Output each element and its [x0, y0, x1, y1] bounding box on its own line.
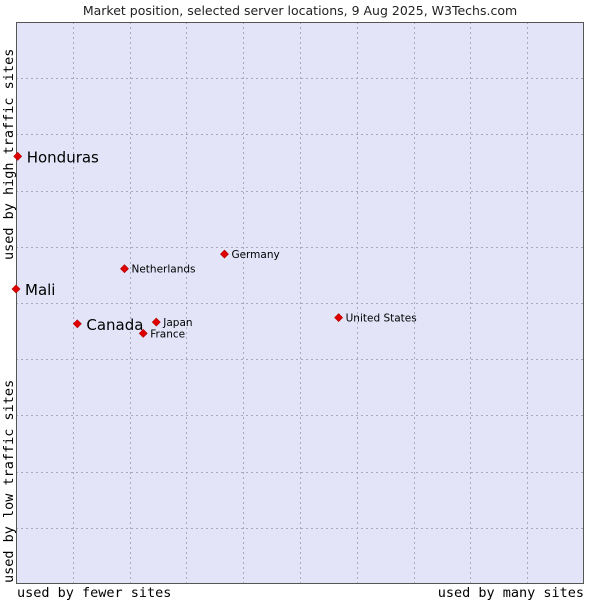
data-label-japan: Japan: [162, 317, 192, 329]
data-label-united-states: United States: [346, 313, 417, 325]
y-axis-label-top: used by high traffic sites: [1, 49, 17, 260]
data-label-mali: Mali: [25, 281, 55, 299]
data-point-france[interactable]: [138, 328, 148, 338]
data-label-germany: Germany: [231, 249, 279, 261]
data-point-united-states[interactable]: [334, 313, 344, 323]
data-label-netherlands: Netherlands: [131, 264, 195, 276]
plot-border: [16, 22, 584, 584]
data-label-france: France: [150, 328, 185, 340]
data-point-mali[interactable]: [11, 284, 21, 294]
x-axis-label-left: used by fewer sites: [17, 585, 171, 600]
data-label-honduras: Honduras: [27, 148, 99, 166]
data-point-canada[interactable]: [72, 319, 82, 329]
data-point-germany[interactable]: [220, 249, 229, 259]
y-axis-label-bottom: used by low traffic sites: [1, 380, 17, 583]
x-axis-label-right: used by many sites: [438, 585, 584, 600]
data-point-honduras[interactable]: [13, 151, 23, 161]
grid-lines: [16, 22, 584, 584]
data-label-canada: Canada: [86, 316, 143, 334]
data-point-netherlands[interactable]: [120, 264, 129, 274]
data-points: Honduras Mali Canada Netherlands Germany Japa…: [11, 148, 417, 340]
chart-title: Market position, selected server locatio…: [82, 3, 518, 18]
data-point-japan[interactable]: [151, 317, 161, 327]
